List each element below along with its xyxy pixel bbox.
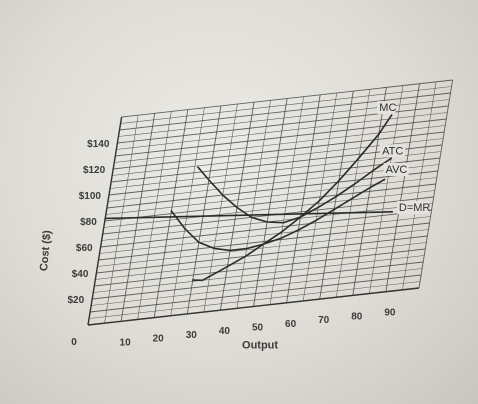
y-tick-label: $140 — [87, 139, 110, 150]
grid — [87, 79, 454, 326]
x-tick-label: 50 — [252, 323, 264, 334]
x-tick-label: 20 — [153, 334, 165, 345]
y-tick-labels: $20 $40 $60 $80 $100 $120 $140 — [68, 139, 110, 306]
axes — [87, 116, 420, 326]
x-tick-label: 0 — [71, 337, 77, 348]
y-axis-title: Cost ($) — [38, 229, 54, 271]
grid-line-horizontal — [120, 86, 452, 124]
grid-line-horizontal — [95, 242, 427, 280]
y-tick-label: $120 — [83, 165, 106, 176]
x-axis-line — [87, 287, 420, 326]
grid-line-horizontal — [119, 92, 451, 131]
grid-line-horizontal — [121, 79, 453, 118]
x-tick-label: 80 — [351, 311, 363, 322]
grid-line-horizontal — [110, 151, 442, 189]
curve-label-atc: ATC — [382, 145, 403, 157]
x-tick-label: 40 — [219, 326, 231, 337]
x-tick-label: 30 — [186, 330, 198, 341]
grid-line-horizontal — [100, 209, 432, 248]
y-tick-label: $80 — [80, 217, 97, 228]
curve-label-bg-avc — [383, 163, 409, 177]
grid-line-horizontal — [114, 125, 446, 163]
curve-label-bg-atc — [380, 144, 406, 158]
y-tick-label: $100 — [79, 191, 102, 202]
grid-line-horizontal — [99, 216, 431, 254]
curve-label-bg-mc — [377, 101, 396, 115]
series-lines — [104, 114, 394, 282]
curve-label-avc: AVC — [386, 164, 408, 176]
grid-line-horizontal — [94, 248, 426, 287]
grid-line-horizontal — [92, 261, 424, 300]
grid-line-horizontal — [91, 268, 423, 306]
series-line-atc — [197, 157, 392, 224]
x-tick-labels: 0 10 20 30 40 50 60 70 80 90 — [71, 308, 396, 349]
series-line-d-mr — [104, 211, 394, 220]
curve-label-d-mr: D=MR — [399, 202, 431, 214]
grid-line-horizontal — [97, 229, 429, 267]
grid-line-horizontal — [98, 222, 430, 261]
grid-line-horizontal — [115, 118, 447, 157]
grid-line-horizontal — [116, 112, 448, 150]
curve-labels: MC ATC AVC D=MR — [377, 101, 431, 215]
y-tick-label: $40 — [72, 269, 89, 280]
grid-line-horizontal — [113, 131, 445, 170]
series-line-mc — [192, 114, 393, 282]
grid-line-horizontal — [102, 196, 434, 235]
grid-line-horizontal — [105, 177, 437, 215]
x-tick-label: 70 — [318, 315, 330, 326]
curve-label-bg-d-mr — [396, 201, 429, 215]
grid-line-horizontal — [93, 255, 425, 293]
x-tick-label: 60 — [285, 319, 297, 330]
series-line-avc — [170, 178, 386, 252]
y-tick-label: $60 — [76, 243, 93, 254]
grid-line-horizontal — [89, 281, 421, 319]
grid-line-horizontal — [106, 170, 438, 209]
x-tick-label: 10 — [120, 337, 132, 348]
x-tick-label: 90 — [384, 308, 396, 319]
grid-line-horizontal — [90, 274, 422, 313]
grid-line-horizontal — [96, 235, 428, 274]
grid-line-horizontal — [104, 183, 436, 222]
grid-line-horizontal — [103, 190, 435, 228]
y-tick-label: $20 — [68, 295, 85, 306]
y-axis-line — [87, 116, 123, 326]
curve-label-mc: MC — [379, 102, 396, 114]
x-axis-title: Output — [242, 340, 278, 352]
